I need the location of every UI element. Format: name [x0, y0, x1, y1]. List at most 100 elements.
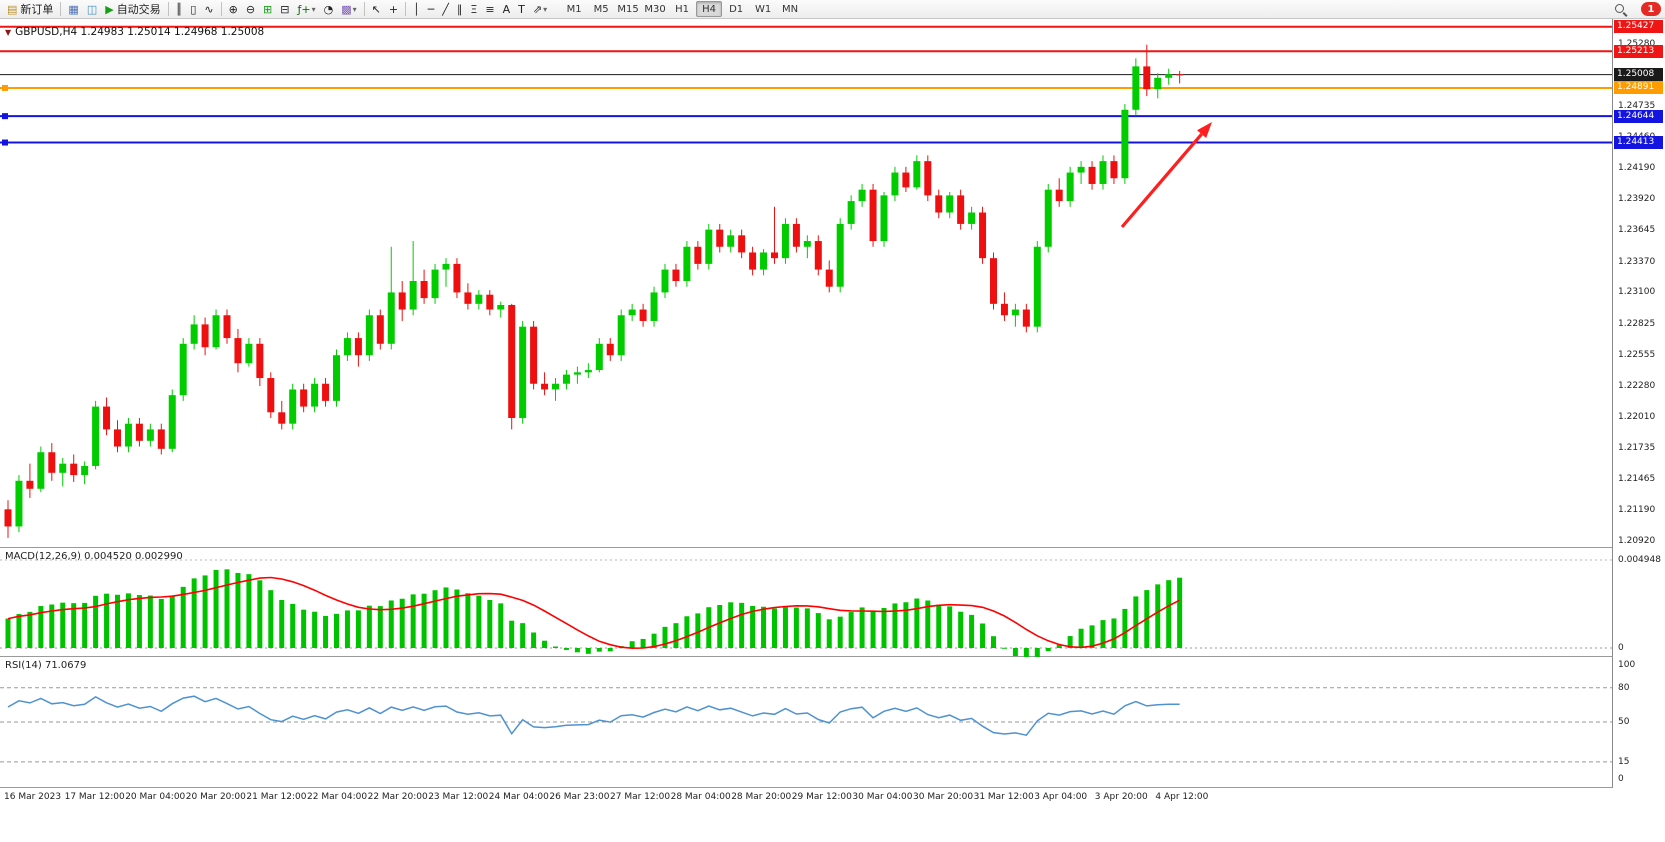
rsi-scale-label: 15 — [1618, 756, 1630, 767]
price-axis-label: 1.22280 — [1618, 381, 1656, 392]
timeframe-m5-button[interactable]: M5 — [588, 1, 614, 17]
charts-window-button[interactable]: ▦ — [64, 1, 82, 18]
symbol-info: ▼ GBPUSD,H4 1.24983 1.25014 1.24968 1.25… — [5, 26, 264, 38]
macd-panel[interactable]: MACD(12,26,9) 0.004520 0.002990 — [0, 548, 1613, 657]
label-tool-button[interactable]: T — [514, 1, 529, 18]
macd-scale-zero-label: 0 — [1618, 643, 1624, 653]
channel-tool-button[interactable]: ∥ — [453, 1, 467, 18]
price-axis-label: 1.21465 — [1618, 474, 1656, 485]
zoom-in-button[interactable]: ⊕ — [225, 1, 242, 18]
horizontal-line-tool-button[interactable]: ─ — [424, 1, 439, 18]
arrows-tool-icon: ⇗ — [532, 2, 543, 16]
cascade-windows-button[interactable]: ⊟ — [276, 1, 293, 18]
tile-windows-button[interactable]: ⊞ — [259, 1, 276, 18]
timeframe-m1-button[interactable]: M1 — [561, 1, 587, 17]
fibonacci-tool-button[interactable]: Ξ — [466, 1, 481, 18]
price-axis-label: 1.21735 — [1618, 443, 1656, 454]
vertical-line-tool-button[interactable]: │ — [409, 1, 424, 18]
price-line-badge[interactable]: 1.25008 — [1614, 68, 1663, 82]
time-axis-label: 3 Apr 20:00 — [1094, 792, 1148, 802]
main-chart-panel[interactable]: ▼ GBPUSD,H4 1.24983 1.25014 1.24968 1.25… — [0, 19, 1613, 548]
timeframe-h4-button[interactable]: H4 — [696, 1, 723, 17]
rsi-line — [7, 695, 1180, 737]
price-line-badge[interactable]: 1.24644 — [1614, 109, 1663, 123]
zoom-out-button[interactable]: ⊖ — [242, 1, 259, 18]
timeframe-mn-button[interactable]: MN — [777, 1, 803, 17]
rsi-scale-label: 100 — [1618, 660, 1636, 670]
trend-arrow-annotation[interactable] — [1120, 122, 1212, 229]
price-line-badge[interactable]: 1.24891 — [1614, 81, 1663, 95]
timeframe-d1-button[interactable]: D1 — [723, 1, 749, 17]
timeframe-m30-button[interactable]: M30 — [642, 1, 668, 17]
text-tool-icon: A — [502, 2, 511, 16]
price-axis-label: 1.24190 — [1618, 162, 1656, 173]
time-axis-label: 27 Mar 12:00 — [610, 792, 671, 802]
rsi-label: RSI(14) 71.0679 — [5, 660, 87, 671]
rsi-scale-label: 80 — [1618, 682, 1630, 693]
candlestick-chart — [0, 25, 1612, 538]
timeframe-w1-button[interactable]: W1 — [750, 1, 776, 17]
symbol-ohlc-text: GBPUSD,H4 1.24983 1.25014 1.24968 1.2500… — [15, 26, 265, 38]
symbol-marker-icon: ▼ — [5, 27, 12, 37]
candlestick-button[interactable]: ▯ — [186, 1, 200, 18]
new-order-label: 新订单 — [20, 3, 54, 16]
autotrading-play-icon: ▶ — [105, 2, 114, 16]
price-line-badge[interactable]: 1.25427 — [1614, 20, 1663, 34]
crosshair-tool-button[interactable]: + — [385, 1, 402, 18]
channel-icon: ∥ — [456, 2, 463, 16]
bar-chart-button[interactable]: ║ — [172, 1, 187, 18]
new-order-button[interactable]: ▤ 新订单 — [3, 1, 57, 18]
line-chart-icon: ∿ — [204, 2, 214, 16]
profiles-icon: ◫ — [86, 2, 98, 16]
autotrading-button[interactable]: ▶ 自动交易 — [101, 1, 164, 18]
notification-badge[interactable]: 1 — [1641, 2, 1661, 16]
time-axis-label: 28 Mar 20:00 — [731, 792, 792, 802]
price-axis-label: 1.23645 — [1618, 225, 1656, 236]
profiles-button[interactable]: ◫ — [83, 1, 101, 18]
time-axis-label: 30 Mar 04:00 — [852, 792, 913, 802]
line-chart-button[interactable]: ∿ — [200, 1, 217, 18]
cursor-tool-button[interactable]: ↖ — [368, 1, 385, 18]
time-axis-label: 31 Mar 12:00 — [973, 792, 1034, 802]
periods-button[interactable]: ◔ — [320, 1, 338, 18]
rsi-panel[interactable]: RSI(14) 71.0679 — [0, 657, 1613, 788]
indicators-button[interactable]: ƒ+ ▾ — [293, 1, 319, 18]
charts-window-icon: ▦ — [68, 2, 79, 16]
new-order-icon: ▤ — [7, 2, 18, 16]
rsi-scale-label: 0 — [1618, 774, 1624, 784]
fibonacci-icon: Ξ — [470, 2, 478, 16]
time-axis[interactable]: 16 Mar 2023 17 Mar 12:00 20 Mar 04:00 20 Ma… — [0, 788, 1612, 810]
trendline-tool-button[interactable]: ╱ — [438, 1, 453, 18]
vertical-line-icon: │ — [413, 2, 420, 16]
time-axis-label: 22 Mar 20:00 — [367, 792, 428, 802]
toolbar: ▤ 新订单 ▦ ◫ ▶ 自动交易 ║ ▯ ∿ ⊕ ⊖ ⊞ ⊟ ƒ+ ▾ ◔ ▩ … — [0, 0, 1665, 19]
time-axis-label: 20 Mar 20:00 — [185, 792, 246, 802]
text-tool-button[interactable]: A — [499, 1, 515, 18]
shapes-icon: ≡ — [485, 2, 495, 16]
price-axis-label: 1.22555 — [1618, 349, 1656, 360]
chevron-down-icon: ▾ — [543, 4, 548, 14]
tile-windows-icon: ⊞ — [263, 2, 273, 16]
time-axis-label: 17 Mar 12:00 — [64, 792, 125, 802]
horizontal-line-icon: ─ — [427, 2, 435, 16]
candlestick-icon: ▯ — [190, 2, 197, 16]
time-axis-label: 30 Mar 20:00 — [913, 792, 974, 802]
price-line-badge[interactable]: 1.25213 — [1614, 44, 1663, 58]
clock-icon: ◔ — [323, 2, 334, 16]
shapes-tool-button[interactable]: ≡ — [481, 1, 498, 18]
search-icon[interactable] — [1614, 3, 1627, 16]
label-tool-icon: T — [518, 2, 525, 16]
price-axis-label: 1.23920 — [1618, 193, 1656, 204]
timeframe-group: M1 M5 M15 M30 H1 H4 D1 W1 MN — [561, 1, 803, 17]
timeframe-h1-button[interactable]: H1 — [669, 1, 695, 17]
toolbar-separator — [405, 2, 407, 16]
price-line-badge[interactable]: 1.24413 — [1614, 136, 1663, 150]
timeframe-m15-button[interactable]: M15 — [615, 1, 641, 17]
price-axis[interactable]: 1.252801.247351.244601.241901.239201.236… — [1612, 19, 1665, 788]
cascade-windows-icon: ⊟ — [280, 2, 290, 16]
price-axis-label: 1.21190 — [1618, 505, 1656, 516]
horizontal-lines[interactable] — [0, 25, 1612, 146]
arrows-tool-button[interactable]: ⇗ ▾ — [529, 1, 551, 18]
zoom-in-icon: ⊕ — [228, 2, 238, 16]
chart-properties-button[interactable]: ▩ ▾ — [337, 1, 360, 18]
